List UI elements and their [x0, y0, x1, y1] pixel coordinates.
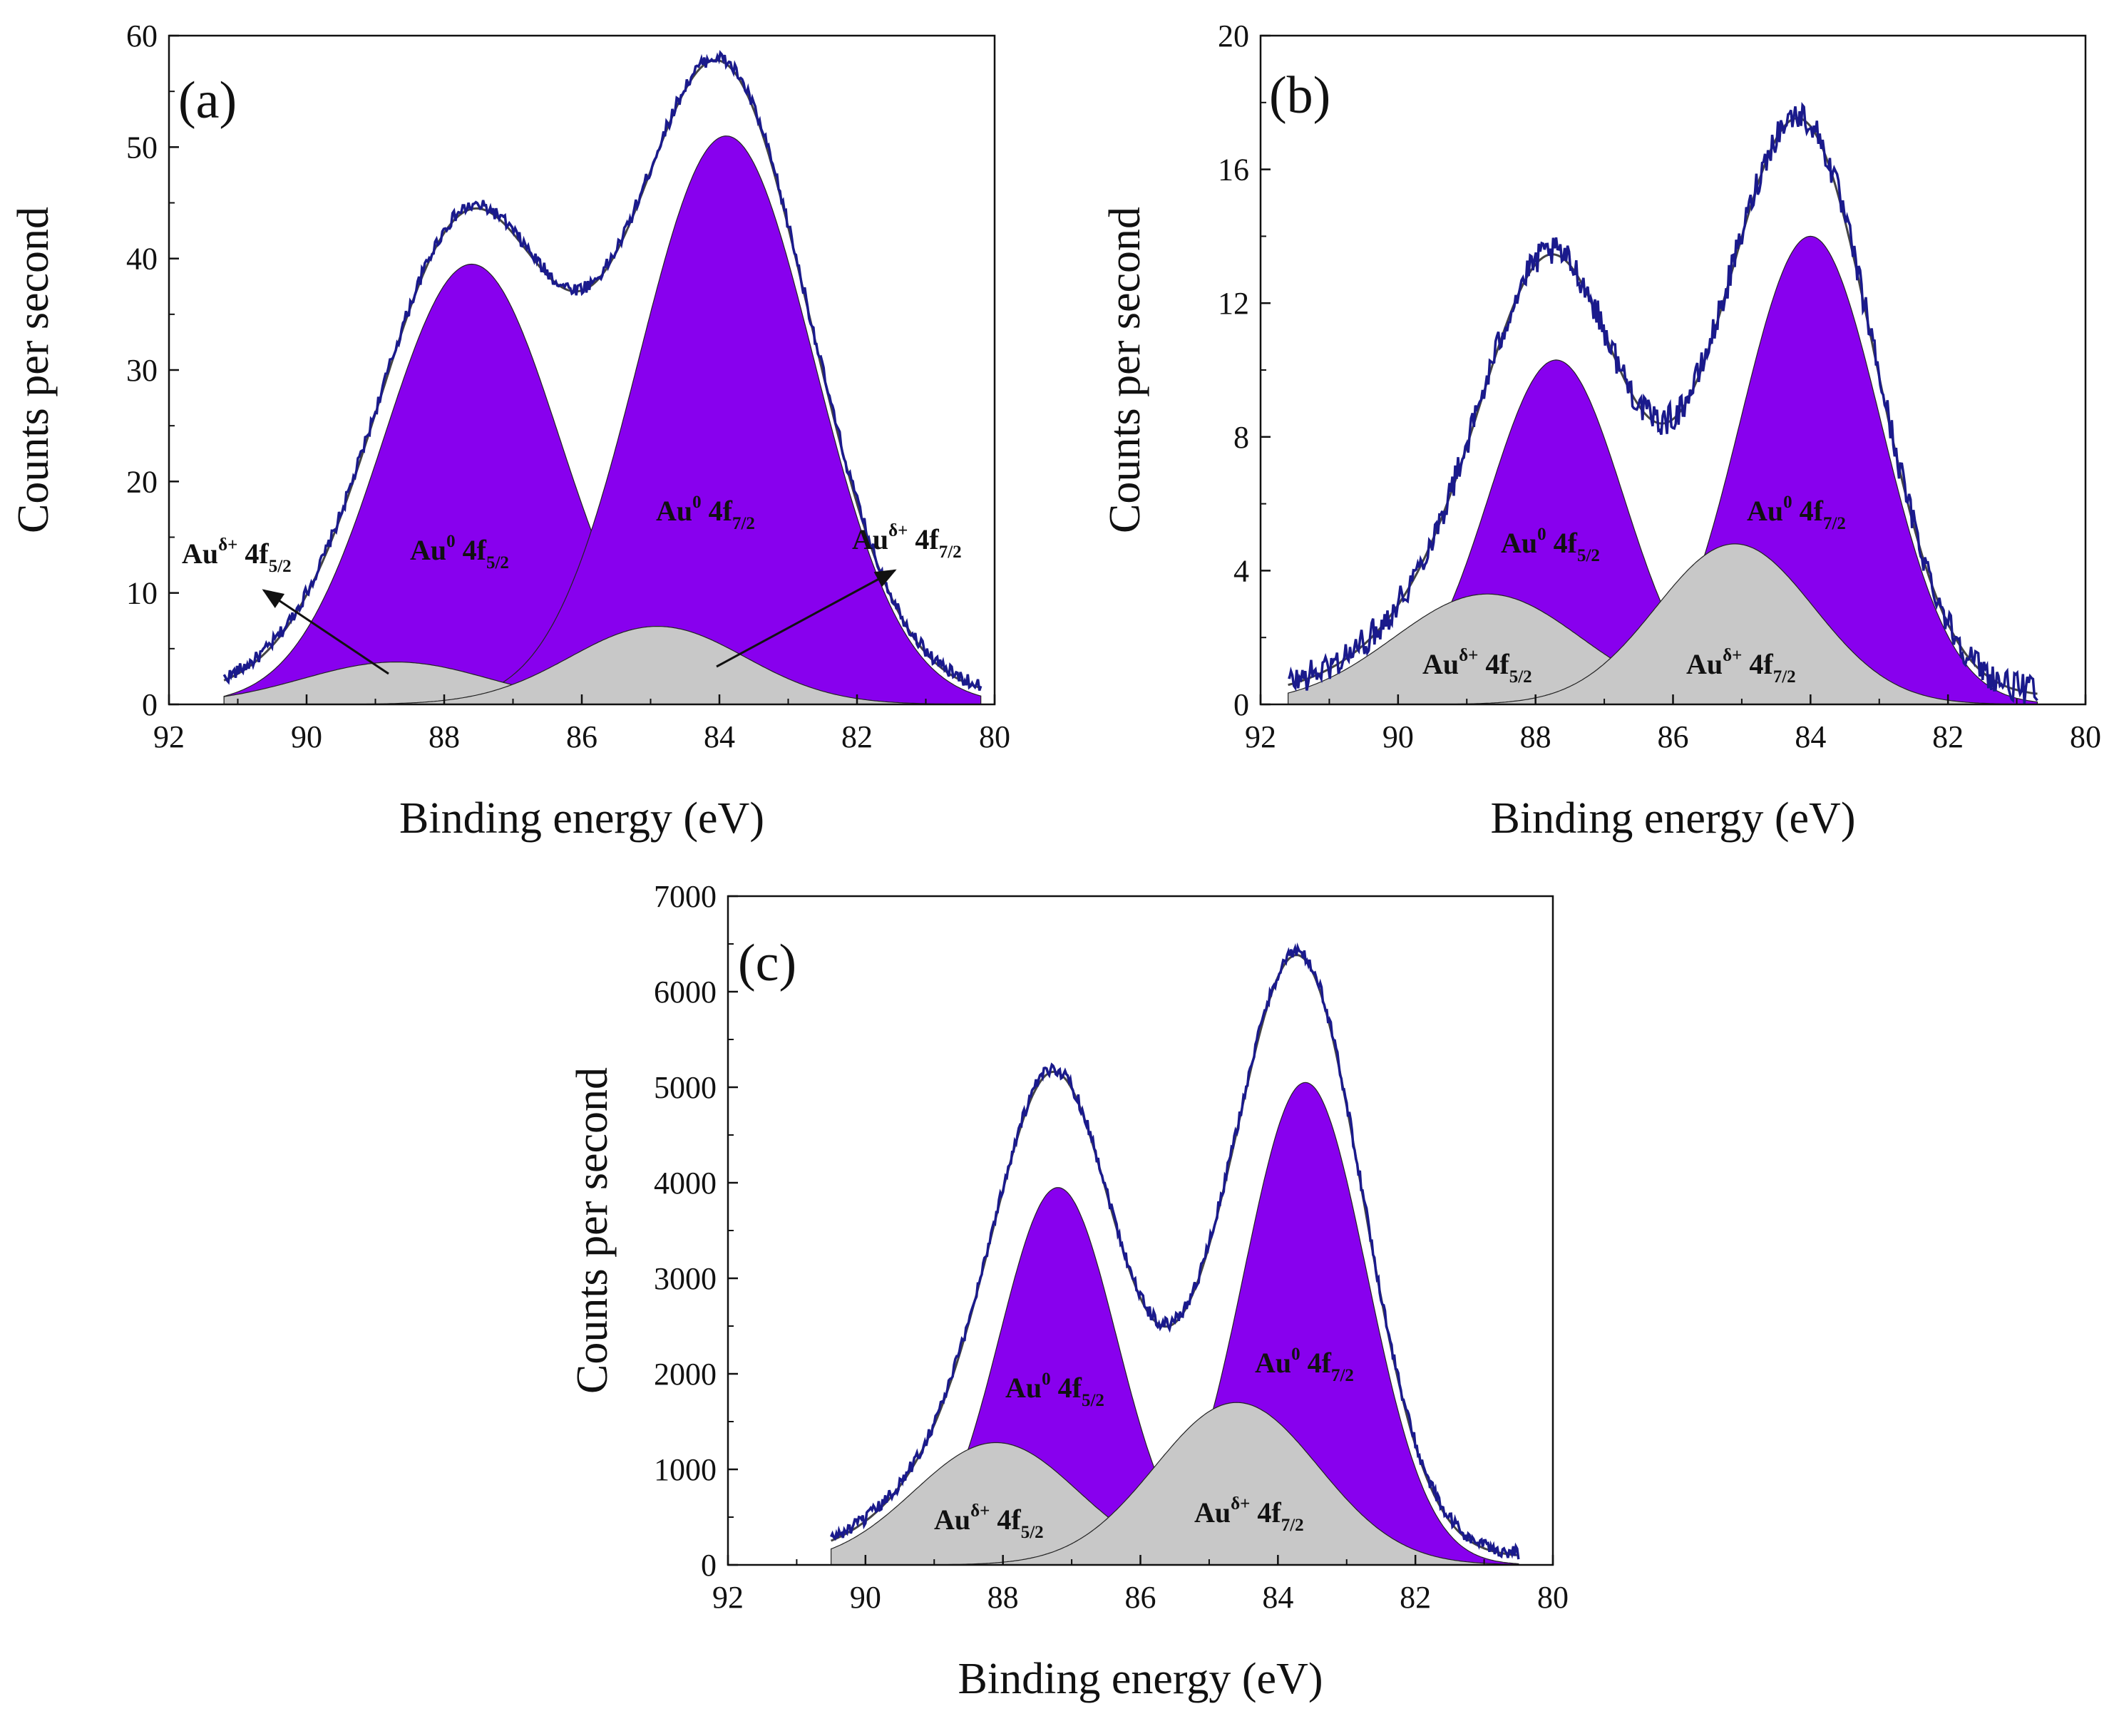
y-tick-label: 16 — [1218, 153, 1249, 188]
x-tick-label: 92 — [712, 1580, 744, 1615]
panel-c: 92 90 88 86 84 82 80 0 1000 2000 3000 4000 5000 6000 7… — [568, 879, 1569, 1703]
x-tick-label: 82 — [1932, 719, 1964, 754]
plot-area — [1288, 102, 2038, 704]
panel-a: 92 90 88 86 84 82 80 0 10 20 30 40 50 60 Binding energ… — [9, 19, 1010, 843]
x-tick-label: 90 — [1382, 719, 1414, 754]
x-tick-label: 82 — [1400, 1580, 1431, 1615]
y-tick-label: 50 — [126, 130, 158, 165]
y-tick-label: 2000 — [654, 1357, 717, 1392]
x-tick-label: 86 — [1125, 1580, 1156, 1615]
panel-label: (a) — [178, 71, 237, 130]
peak-annotation: Auδ+ 4f5/2 — [934, 1501, 1044, 1542]
peak-annotation: Au0 4f7/2 — [1255, 1345, 1354, 1385]
y-tick-label: 10 — [126, 576, 158, 611]
peak-annotation: Au0 4f5/2 — [1501, 525, 1600, 565]
peak-annotation: Auδ+ 4f5/2 — [182, 535, 292, 576]
y-tick-label: 60 — [126, 19, 158, 53]
x-tick-label: 80 — [2070, 719, 2101, 754]
plot-area — [829, 942, 1520, 1565]
y-tick-label: 0 — [1233, 687, 1249, 722]
y-tick-label: 4 — [1233, 553, 1249, 588]
x-tick-label: 80 — [979, 719, 1010, 754]
plot-area — [222, 50, 982, 704]
panel-b: 92 90 88 86 84 82 80 0 4 8 12 16 20 Binding energy (e… — [1101, 19, 2101, 843]
y-tick-label: 5000 — [654, 1070, 717, 1105]
peak-annotation: Au0 4f5/2 — [1005, 1370, 1104, 1410]
y-tick-label: 0 — [142, 687, 158, 722]
experimental-data-line — [1288, 102, 2038, 704]
x-tick-label: 84 — [704, 719, 735, 754]
y-axis-title: Counts per second — [9, 207, 58, 533]
peak-annotation: Auδ+ 4f7/2 — [1686, 646, 1796, 687]
x-tick-label: 88 — [987, 1580, 1019, 1615]
annotation-arrow — [262, 589, 389, 675]
y-tick-label: 12 — [1218, 286, 1249, 321]
x-tick-label: 90 — [850, 1580, 881, 1615]
panel-label: (c) — [738, 934, 796, 992]
y-axis-title: Counts per second — [1101, 207, 1149, 533]
y-axis-title: Counts per second — [568, 1067, 617, 1394]
peak-annotation: Au0 4f7/2 — [656, 493, 755, 533]
peak-annotation: Auδ+ 4f5/2 — [1422, 646, 1532, 687]
x-tick-label: 88 — [1520, 719, 1551, 754]
y-tick-label: 6000 — [654, 975, 717, 1010]
y-tick-label: 8 — [1233, 420, 1249, 455]
y-tick-label: 20 — [1218, 19, 1249, 53]
y-tick-label: 30 — [126, 353, 158, 388]
x-tick-label: 84 — [1262, 1580, 1293, 1615]
x-tick-label: 82 — [841, 719, 873, 754]
y-tick-label: 3000 — [654, 1261, 717, 1296]
y-tick-label: 7000 — [654, 879, 717, 914]
x-axis-title: Binding energy (eV) — [399, 794, 764, 843]
x-tick-label: 80 — [1537, 1580, 1569, 1615]
x-tick-label: 86 — [566, 719, 597, 754]
peak-annotation: Au0 4f5/2 — [410, 532, 509, 572]
peak-annotation: Au0 4f7/2 — [1747, 493, 1846, 533]
y-tick-label: 1000 — [654, 1452, 717, 1487]
y-tick-label: 40 — [126, 242, 158, 277]
panel-label: (b) — [1269, 66, 1330, 125]
experimental-data-line — [222, 50, 982, 692]
annotation-arrow — [716, 569, 897, 668]
experimental-data-line — [829, 942, 1520, 1560]
x-tick-label: 86 — [1658, 719, 1689, 754]
y-tick-label: 4000 — [654, 1166, 717, 1201]
x-tick-label: 92 — [1245, 719, 1276, 754]
x-tick-label: 92 — [153, 719, 185, 754]
x-tick-label: 88 — [429, 719, 460, 754]
x-tick-label: 84 — [1795, 719, 1826, 754]
x-axis-title: Binding energy (eV) — [1491, 794, 1856, 843]
peak-annotation: Auδ+ 4f7/2 — [1194, 1494, 1304, 1535]
x-tick-label: 90 — [291, 719, 322, 754]
x-axis-title: Binding energy (eV) — [958, 1655, 1323, 1703]
y-tick-label: 20 — [126, 464, 158, 499]
peak-annotation: Auδ+ 4f7/2 — [852, 521, 962, 562]
y-tick-label: 0 — [701, 1548, 717, 1583]
